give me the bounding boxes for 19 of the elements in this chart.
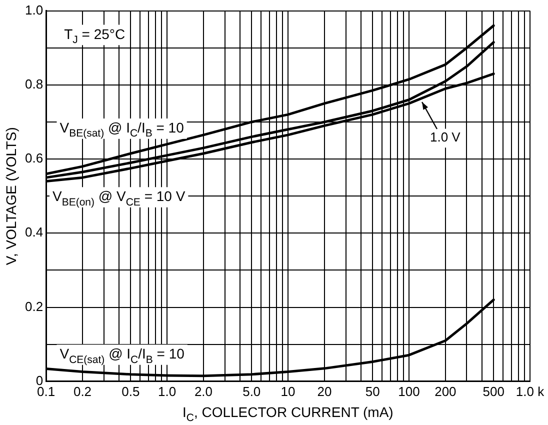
y-tick-label: 1.0 [24,2,44,18]
x-tick-label: 2.0 [194,384,213,399]
x-tick-label: 100 [398,384,420,399]
x-tick-label: 50 [365,384,380,399]
y-tick-label: 0.4 [24,224,44,240]
x-tick-label: 5.0 [242,384,261,399]
y-tick-label: 0.6 [24,150,44,166]
x-tick-label: 0.5 [122,384,140,399]
y-axis-title: V, VOLTAGE (VOLTS) [3,127,19,266]
annotation: 1.0 V [430,130,461,145]
x-tick-label: 0.2 [73,384,92,399]
x-tick-label: 20 [317,384,332,399]
x-tick-label: 1.0 [158,384,176,399]
x-tick-label: 1.0 k [516,384,545,399]
x-tick-label: 200 [434,384,456,399]
x-tick-label: 500 [482,384,504,399]
y-tick-label: 0.2 [24,298,44,314]
x-tick-label: 10 [280,384,296,399]
y-tick-label: 0.8 [24,76,44,92]
